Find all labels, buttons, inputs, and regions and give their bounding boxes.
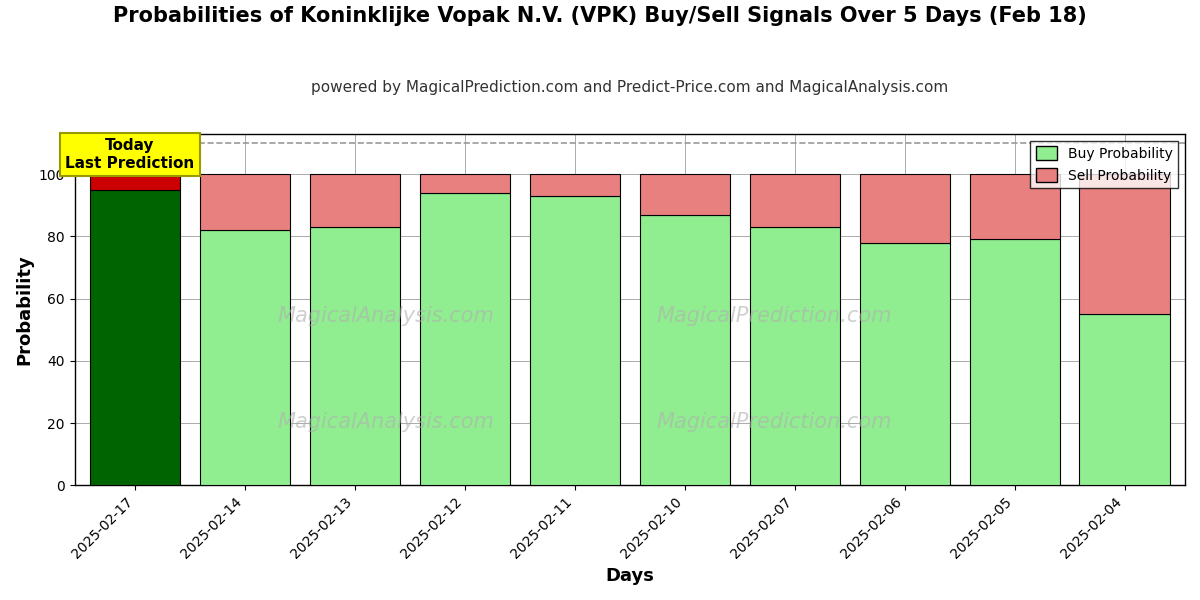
Text: MagicalPrediction.com: MagicalPrediction.com	[656, 307, 892, 326]
Bar	[529, 196, 620, 485]
Bar	[310, 227, 400, 485]
Bar	[859, 242, 949, 485]
Bar	[750, 174, 840, 227]
Bar	[90, 174, 180, 190]
Text: MagicalAnalysis.com: MagicalAnalysis.com	[277, 412, 494, 432]
Bar	[200, 230, 290, 485]
Legend: Buy Probability, Sell Probability: Buy Probability, Sell Probability	[1030, 140, 1178, 188]
Text: MagicalAnalysis.com: MagicalAnalysis.com	[277, 307, 494, 326]
Bar	[529, 174, 620, 196]
Text: MagicalPrediction.com: MagicalPrediction.com	[656, 412, 892, 432]
Title: powered by MagicalPrediction.com and Predict-Price.com and MagicalAnalysis.com: powered by MagicalPrediction.com and Pre…	[311, 80, 948, 95]
Bar	[420, 174, 510, 193]
Text: Probabilities of Koninklijke Vopak N.V. (VPK) Buy/Sell Signals Over 5 Days (Feb : Probabilities of Koninklijke Vopak N.V. …	[113, 6, 1087, 26]
X-axis label: Days: Days	[605, 567, 654, 585]
Bar	[750, 227, 840, 485]
Bar	[90, 190, 180, 485]
Text: Today
Last Prediction: Today Last Prediction	[65, 139, 194, 171]
Y-axis label: Probability: Probability	[16, 254, 34, 365]
Bar	[420, 193, 510, 485]
Bar	[1080, 314, 1170, 485]
Bar	[970, 174, 1060, 239]
Bar	[640, 215, 730, 485]
Bar	[640, 174, 730, 215]
Bar	[310, 174, 400, 227]
Bar	[970, 239, 1060, 485]
Bar	[200, 174, 290, 230]
Bar	[859, 174, 949, 242]
Bar	[1080, 174, 1170, 314]
